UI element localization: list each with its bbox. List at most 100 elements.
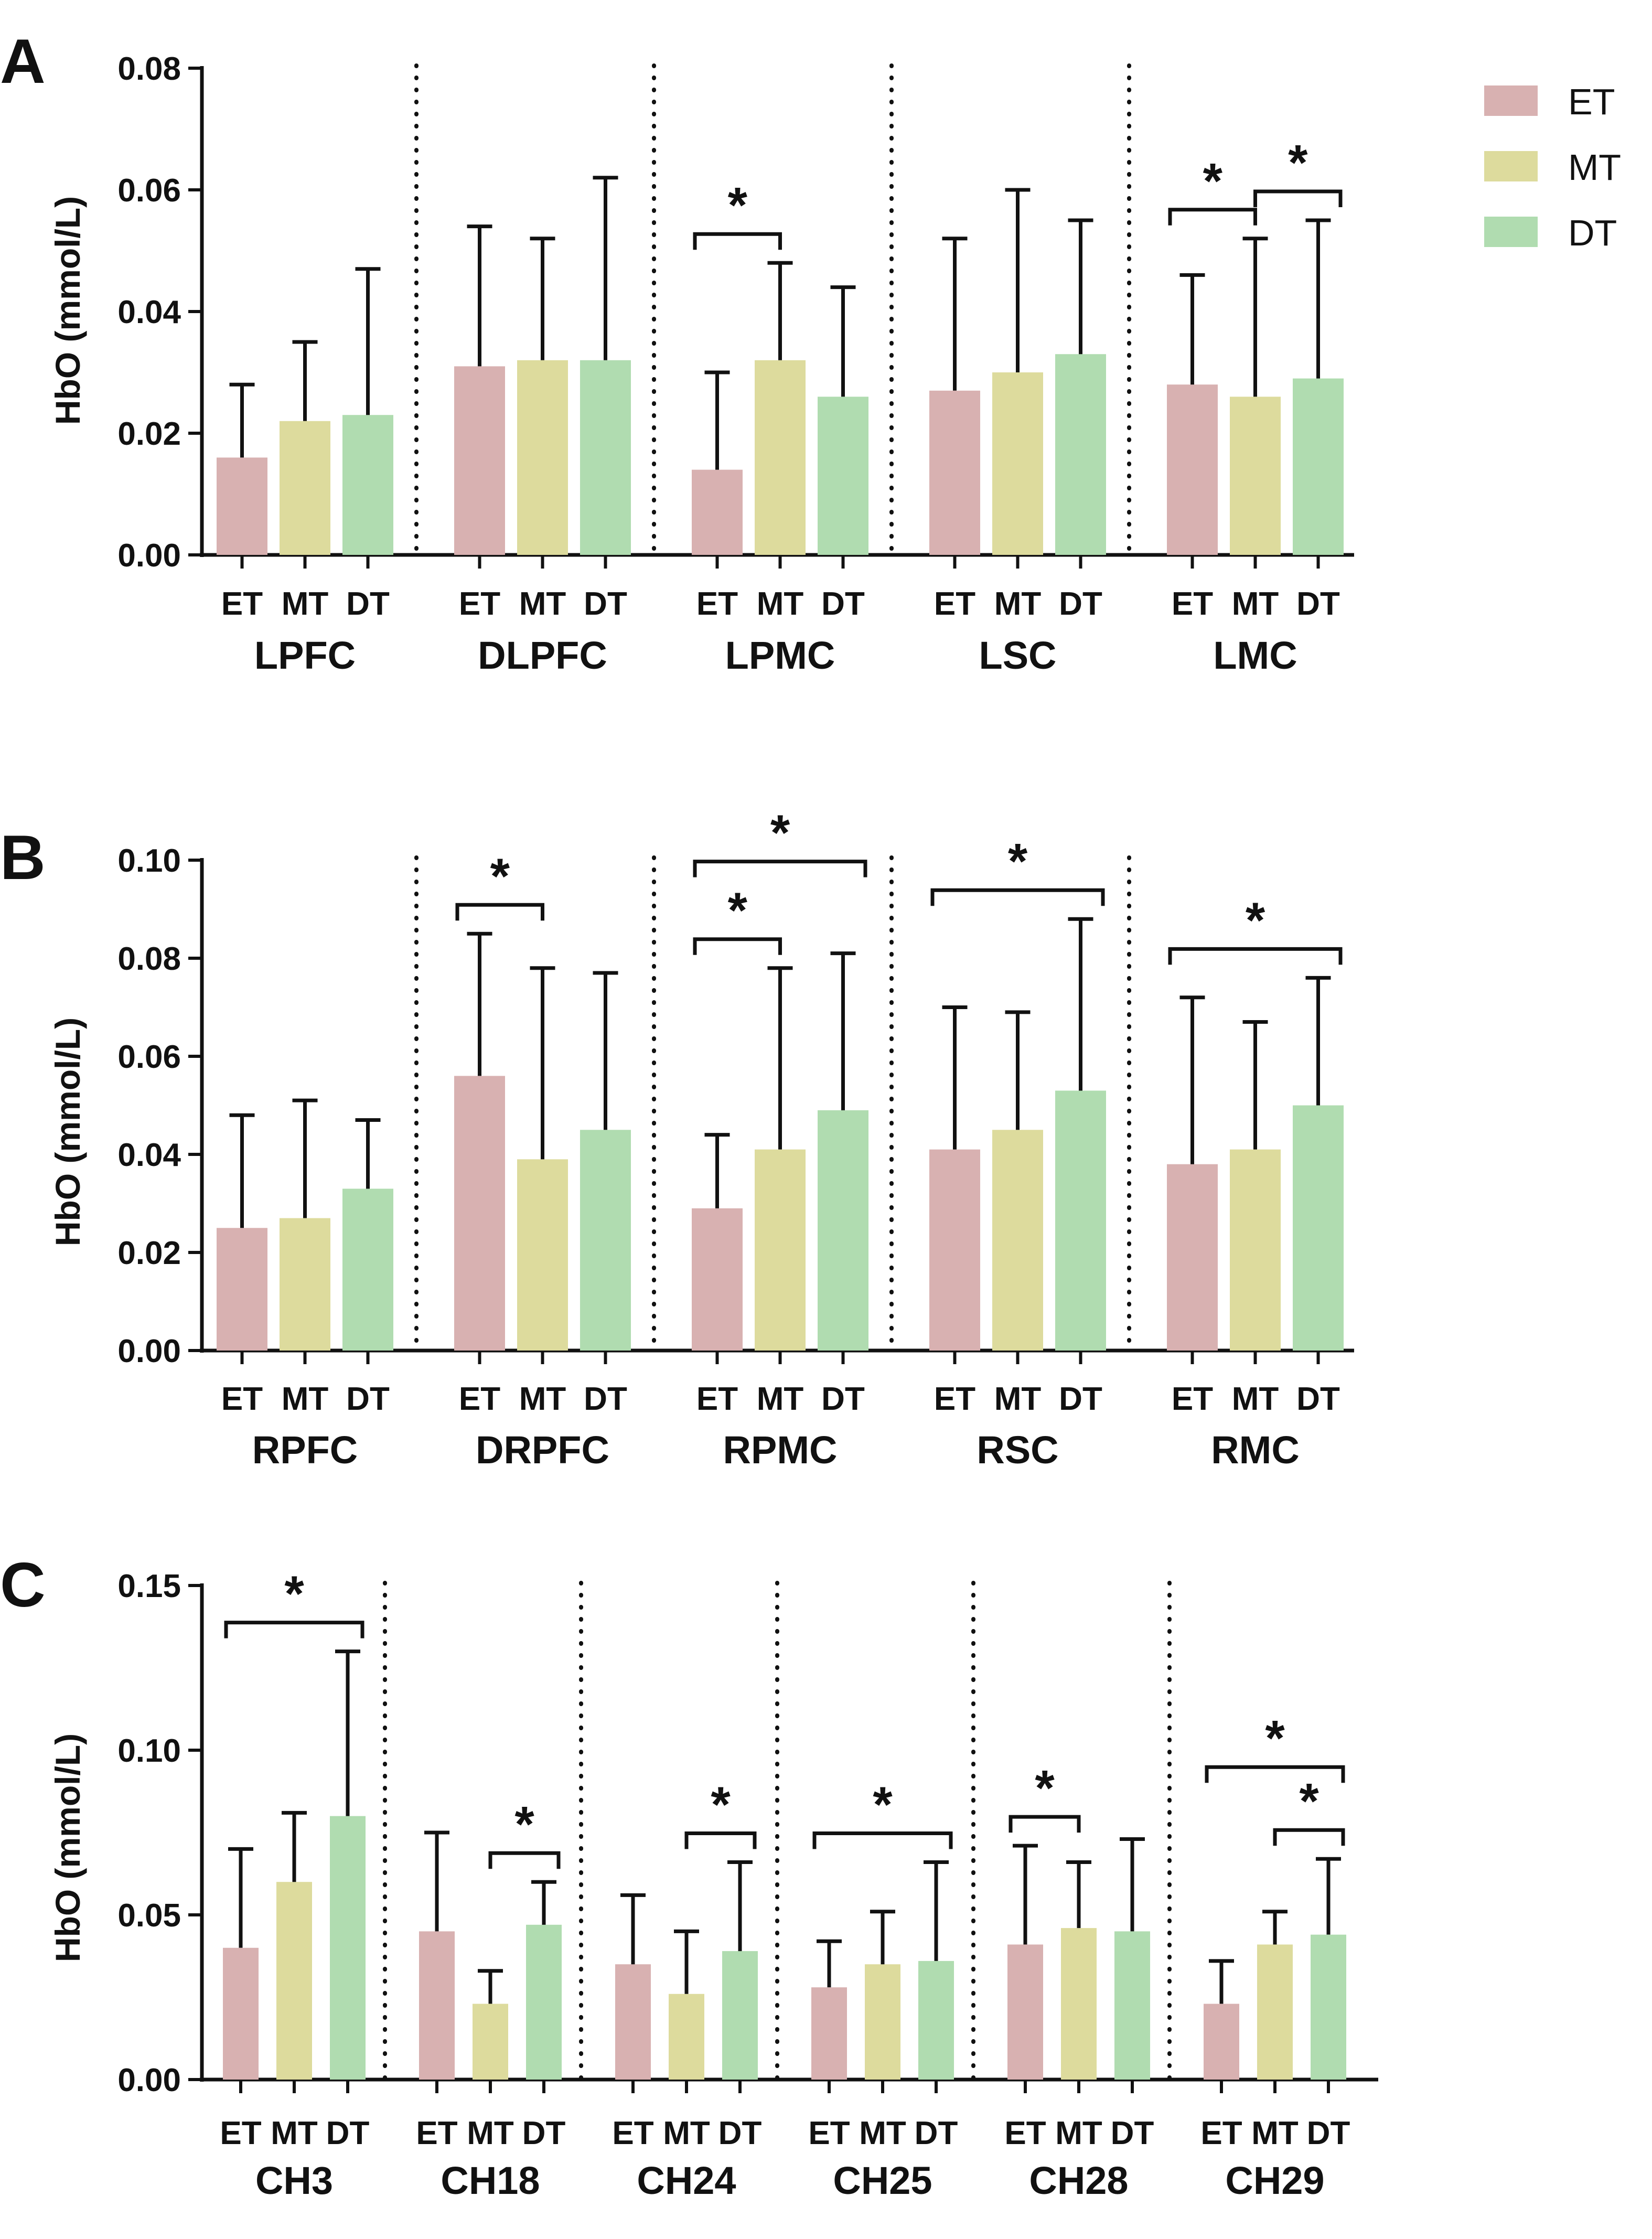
y-tick-label: 0.04 [117, 1137, 181, 1173]
y-tick-label: 0.06 [117, 1039, 181, 1075]
bar-ch24-mt [669, 1994, 704, 2080]
bar-rpmc-et [692, 1208, 743, 1351]
x-tick-label: MT [859, 2115, 906, 2151]
significance-bracket [684, 1831, 757, 1849]
legend-swatch-et [1484, 85, 1538, 116]
bar-ch25-dt [918, 1961, 954, 2080]
bar-rpfc-dt [342, 1188, 393, 1351]
significance-bracket [1168, 947, 1343, 965]
significance-star: * [1299, 1773, 1319, 1829]
significance-star: * [284, 1566, 304, 1622]
significance-star: * [728, 177, 748, 233]
x-tick-label: MT [994, 586, 1042, 622]
significance-bracket [455, 903, 544, 921]
bar-rpmc-dt [818, 1110, 868, 1351]
y-axis-label-b: HbO (mmol/L) [48, 1017, 87, 1246]
bar-rmc-dt [1293, 1105, 1344, 1351]
x-tick-label: MT [1055, 2115, 1102, 2151]
group-label-ch3: CH3 [255, 2159, 333, 2202]
legend-swatch-mt [1484, 151, 1538, 181]
significance-star: * [1246, 892, 1265, 948]
group-label-dlpfc: DLPFC [478, 634, 607, 677]
significance-bracket [930, 888, 1105, 906]
y-tick-label: 0.02 [117, 416, 181, 452]
x-tick-label: ET [459, 586, 500, 622]
bar-ch28-dt [1114, 1931, 1150, 2080]
significance-star: * [1008, 833, 1028, 890]
significance-bracket [1205, 1765, 1345, 1783]
bar-lsc-mt [992, 372, 1043, 555]
x-tick-label: MT [282, 586, 329, 622]
significance-bracket [1168, 208, 1257, 226]
significance-bracket [1273, 1828, 1345, 1846]
bar-dlpfc-dt [580, 360, 631, 555]
x-tick-label: DT [1111, 2115, 1154, 2151]
bar-ch29-mt [1257, 1944, 1293, 2080]
x-tick-label: MT [1251, 2115, 1299, 2151]
x-tick-label: ET [808, 2115, 850, 2151]
x-tick-label: DT [821, 586, 865, 622]
bar-ch18-et [419, 1931, 455, 2080]
significance-bracket [693, 860, 867, 877]
x-tick-label: DT [915, 2115, 958, 2151]
bar-lpmc-dt [818, 397, 868, 555]
x-tick-label: ET [221, 586, 263, 622]
significance-star: * [711, 1777, 731, 1833]
x-tick-label: DT [326, 2115, 370, 2151]
y-tick-label: 0.10 [117, 1733, 181, 1769]
bar-ch29-et [1204, 2004, 1239, 2080]
x-tick-label: DT [1296, 586, 1340, 622]
group-label-lmc: LMC [1213, 634, 1297, 677]
y-tick-label: 0.08 [117, 941, 181, 977]
bar-ch28-mt [1061, 1928, 1097, 2080]
bar-lpmc-mt [755, 360, 806, 555]
bar-ch25-et [811, 1987, 847, 2080]
y-tick-label: 0.06 [117, 173, 181, 209]
bar-rsc-mt [992, 1130, 1043, 1351]
x-tick-label: ET [416, 2115, 457, 2151]
significance-star: * [490, 848, 510, 904]
x-tick-label: DT [1296, 1381, 1340, 1417]
x-tick-label: MT [282, 1381, 329, 1417]
bar-lmc-dt [1293, 378, 1344, 555]
x-tick-label: MT [271, 2115, 318, 2151]
bar-rmc-et [1167, 1164, 1218, 1351]
significance-bracket [1253, 189, 1343, 207]
y-tick-label: 0.04 [117, 294, 181, 330]
panel-letter-a: A [0, 26, 46, 97]
x-tick-label: ET [221, 1381, 263, 1417]
bar-lmc-mt [1230, 397, 1281, 555]
significance-bracket [693, 937, 782, 955]
legend-label-mt: MT [1568, 147, 1621, 188]
y-tick-label: 0.00 [117, 1333, 181, 1369]
x-tick-label: ET [1200, 2115, 1242, 2151]
bar-ch3-mt [276, 1882, 312, 2080]
x-tick-label: MT [757, 586, 804, 622]
significance-star: * [728, 883, 748, 939]
y-tick-label: 0.10 [117, 843, 181, 879]
x-tick-label: DT [718, 2115, 762, 2151]
y-tick-label: 0.08 [117, 51, 181, 87]
x-tick-label: DT [1059, 586, 1102, 622]
x-tick-label: ET [934, 1381, 975, 1417]
group-label-lsc: LSC [979, 634, 1057, 677]
bar-lpmc-et [692, 469, 743, 555]
group-label-rpfc: RPFC [252, 1428, 358, 1472]
y-tick-label: 0.02 [117, 1235, 181, 1271]
significance-star: * [1035, 1760, 1055, 1816]
bar-lpfc-dt [342, 415, 393, 555]
legend-label-dt: DT [1568, 212, 1617, 253]
panel-letter-b: B [0, 822, 46, 893]
bar-drpfc-et [454, 1076, 505, 1351]
legend-label-et: ET [1568, 81, 1615, 122]
x-tick-label: MT [519, 1381, 566, 1417]
x-tick-label: MT [1232, 1381, 1279, 1417]
bar-ch29-dt [1311, 1934, 1346, 2080]
bar-lsc-dt [1055, 354, 1106, 555]
bar-ch25-mt [865, 1964, 900, 2080]
group-label-ch25: CH25 [833, 2159, 932, 2202]
significance-star: * [1203, 153, 1223, 209]
x-tick-label: DT [1307, 2115, 1350, 2151]
